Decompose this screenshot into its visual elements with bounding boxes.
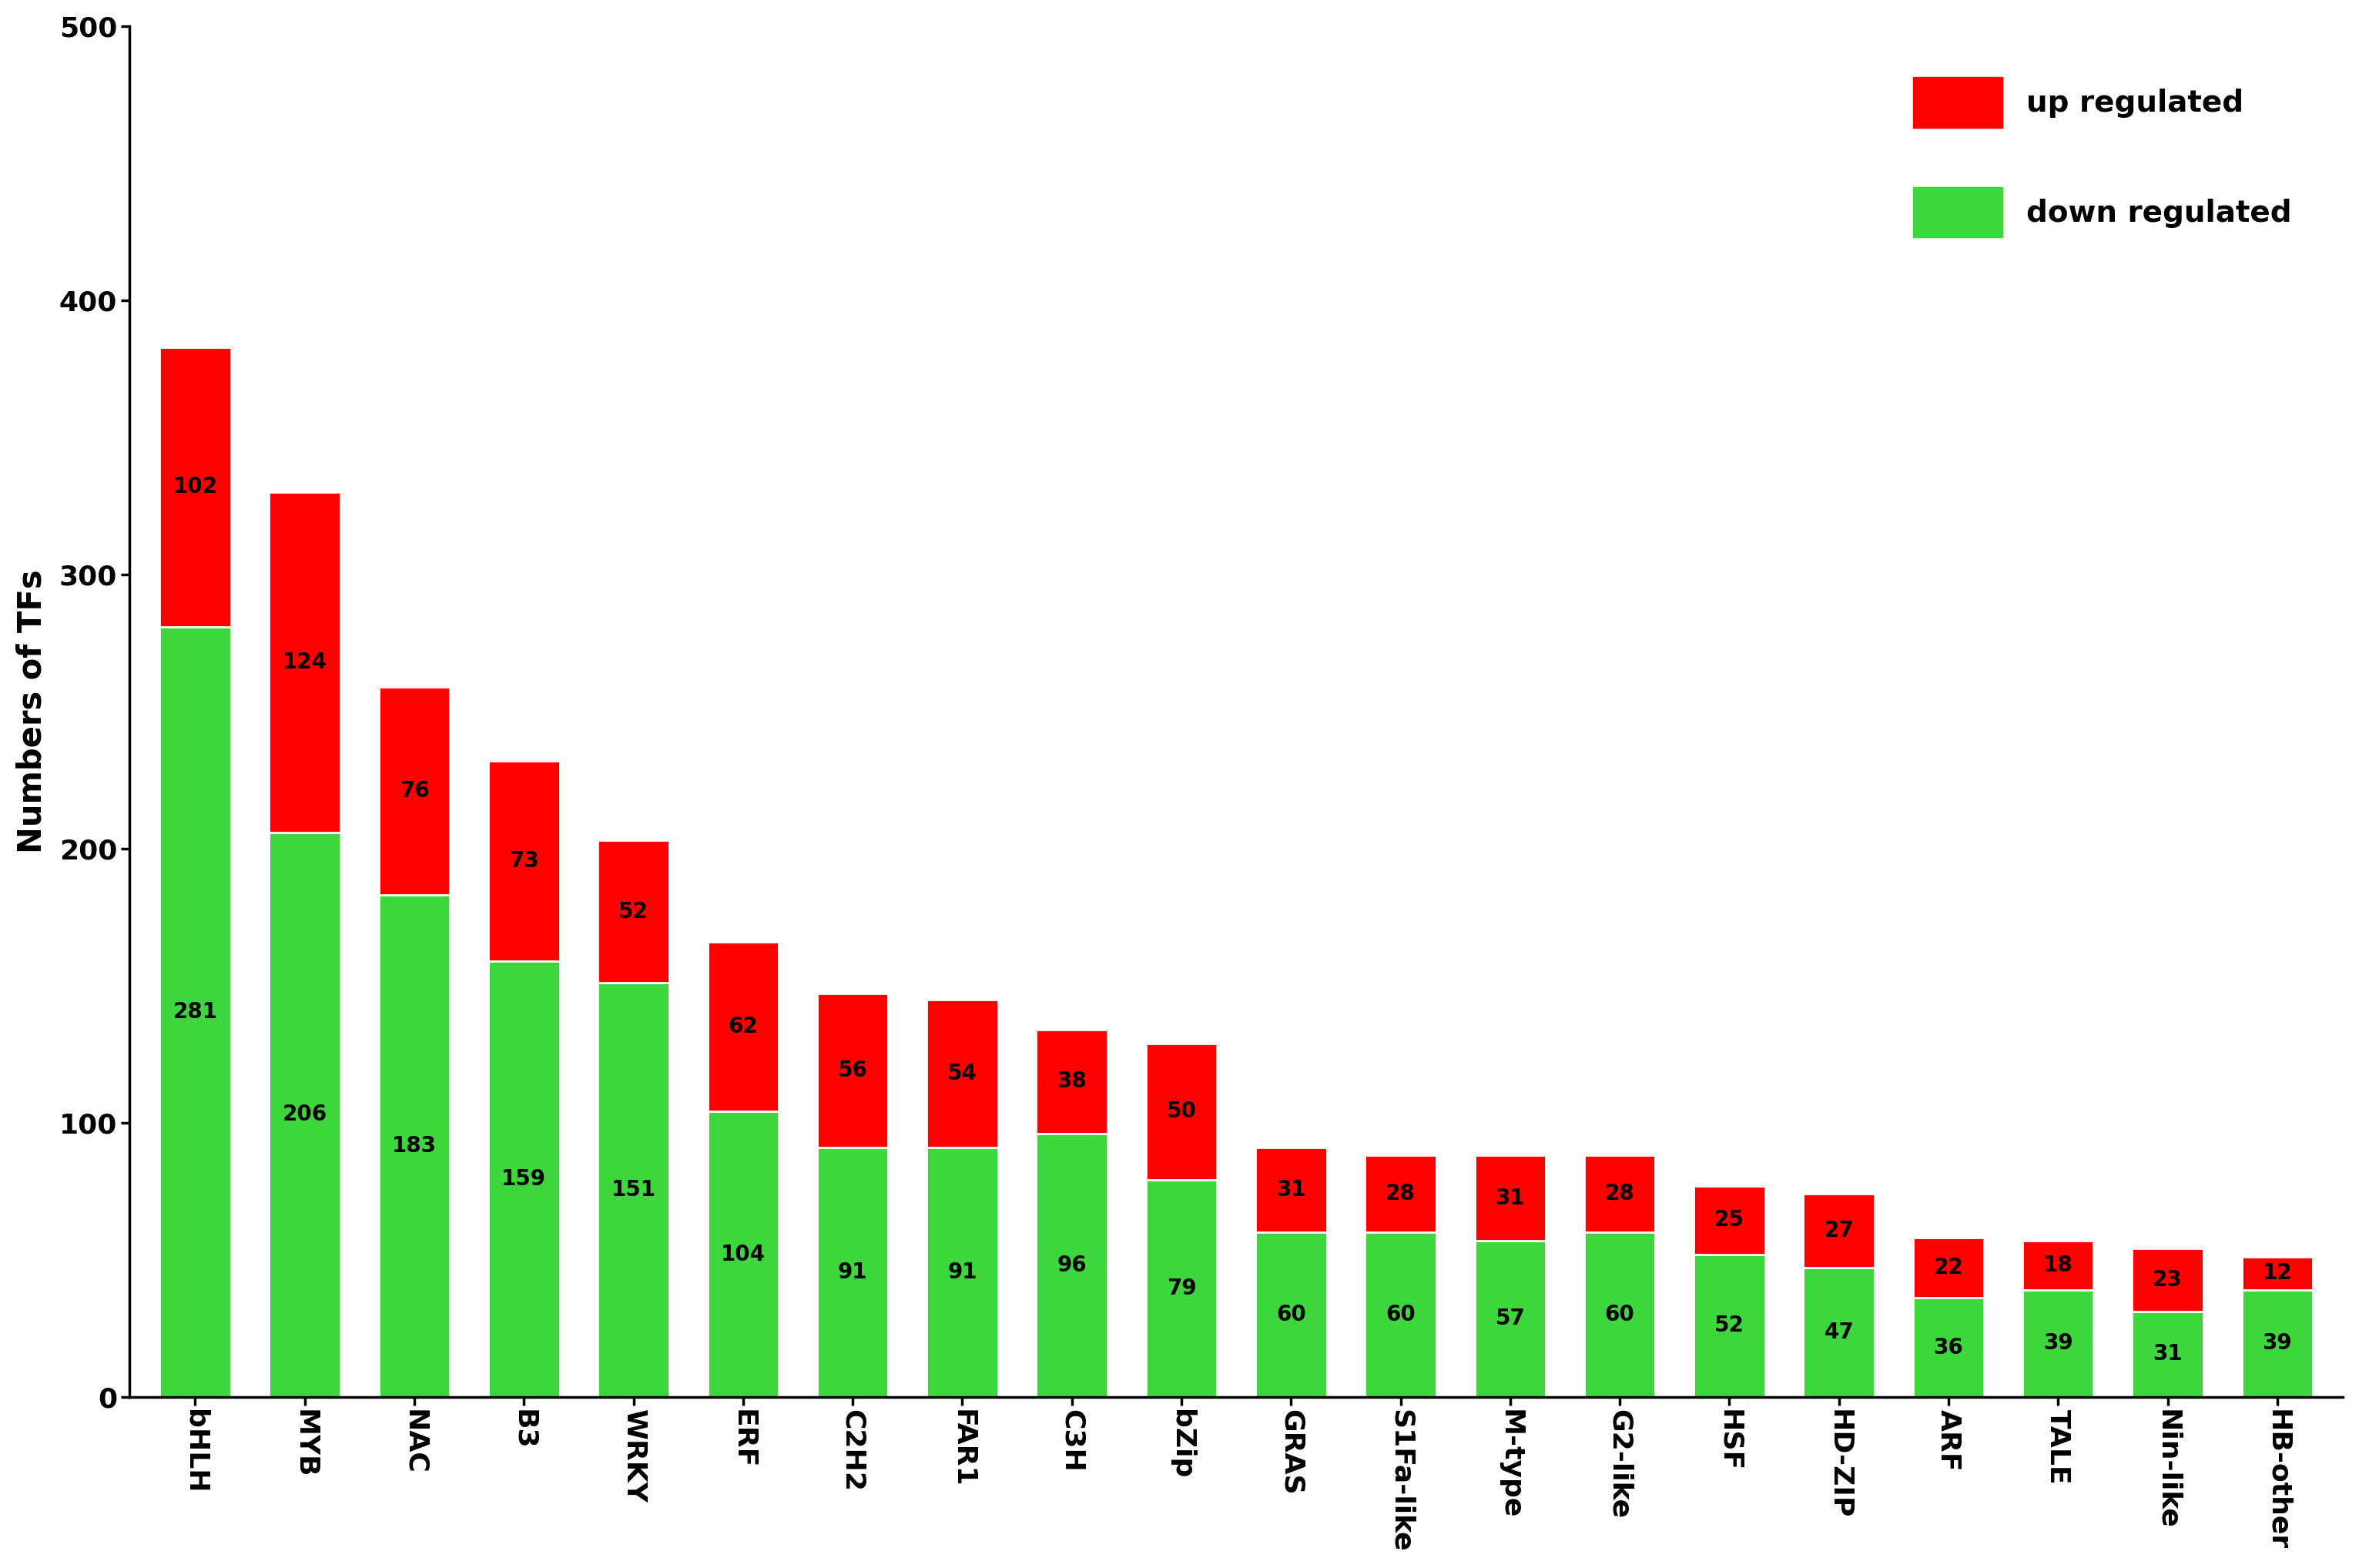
Bar bbox=[1802, 1193, 1875, 1269]
Bar bbox=[927, 999, 998, 1148]
Text: 52: 52 bbox=[1715, 1314, 1743, 1336]
Bar bbox=[269, 492, 340, 833]
Text: 91: 91 bbox=[837, 1261, 868, 1283]
Text: 62: 62 bbox=[729, 1016, 757, 1038]
Text: 73: 73 bbox=[510, 850, 538, 872]
Text: 56: 56 bbox=[837, 1060, 868, 1082]
Bar bbox=[1474, 1156, 1545, 1240]
Text: 12: 12 bbox=[2262, 1262, 2293, 1284]
Text: 31: 31 bbox=[2154, 1344, 2182, 1366]
Bar bbox=[1036, 1134, 1106, 1397]
Text: 36: 36 bbox=[1934, 1336, 1963, 1358]
Text: 50: 50 bbox=[1165, 1101, 1196, 1123]
Text: 206: 206 bbox=[283, 1104, 328, 1126]
Bar bbox=[380, 687, 451, 895]
Bar bbox=[1255, 1232, 1326, 1397]
Text: 47: 47 bbox=[1824, 1322, 1854, 1344]
Bar bbox=[1146, 1181, 1217, 1397]
Bar bbox=[269, 833, 340, 1397]
Text: 39: 39 bbox=[2262, 1333, 2293, 1355]
Bar bbox=[2022, 1240, 2095, 1290]
Text: 23: 23 bbox=[2154, 1270, 2182, 1290]
Text: 57: 57 bbox=[1496, 1308, 1526, 1330]
Text: 159: 159 bbox=[502, 1168, 547, 1190]
Text: 18: 18 bbox=[2043, 1254, 2074, 1276]
Y-axis label: Numbers of TFs: Numbers of TFs bbox=[17, 569, 50, 853]
Text: 31: 31 bbox=[1276, 1179, 1307, 1201]
Text: 60: 60 bbox=[1276, 1303, 1307, 1325]
Bar bbox=[2133, 1248, 2203, 1312]
Text: 281: 281 bbox=[172, 1000, 217, 1022]
Text: 22: 22 bbox=[1934, 1258, 1963, 1278]
Text: 54: 54 bbox=[948, 1063, 977, 1083]
Bar bbox=[2241, 1258, 2312, 1290]
Bar bbox=[1694, 1185, 1765, 1254]
Bar bbox=[1036, 1030, 1106, 1134]
Bar bbox=[1474, 1240, 1545, 1397]
Text: 183: 183 bbox=[392, 1135, 436, 1157]
Bar bbox=[1146, 1043, 1217, 1181]
Bar bbox=[1585, 1232, 1656, 1397]
Text: 96: 96 bbox=[1057, 1254, 1087, 1276]
Bar bbox=[380, 895, 451, 1397]
Bar bbox=[708, 1112, 778, 1397]
Text: 76: 76 bbox=[399, 781, 429, 801]
Bar bbox=[1585, 1156, 1656, 1232]
Bar bbox=[1913, 1298, 1984, 1397]
Bar bbox=[708, 942, 778, 1112]
Text: 27: 27 bbox=[1824, 1220, 1854, 1242]
Bar bbox=[597, 840, 670, 983]
Bar bbox=[927, 1148, 998, 1397]
Bar bbox=[816, 994, 889, 1148]
Text: 25: 25 bbox=[1715, 1209, 1743, 1231]
Text: 60: 60 bbox=[1385, 1303, 1415, 1325]
Text: 151: 151 bbox=[611, 1179, 656, 1201]
Text: 28: 28 bbox=[1385, 1184, 1415, 1204]
Bar bbox=[488, 760, 559, 961]
Text: 60: 60 bbox=[1604, 1303, 1635, 1325]
Text: 39: 39 bbox=[2043, 1333, 2074, 1355]
Bar bbox=[2241, 1290, 2312, 1397]
Text: 124: 124 bbox=[283, 651, 328, 673]
Bar bbox=[1802, 1269, 1875, 1397]
Text: 79: 79 bbox=[1168, 1278, 1196, 1300]
Text: 31: 31 bbox=[1496, 1187, 1524, 1209]
Legend: up regulated, down regulated: up regulated, down regulated bbox=[1878, 41, 2328, 273]
Text: 91: 91 bbox=[948, 1261, 977, 1283]
Text: 28: 28 bbox=[1604, 1184, 1635, 1204]
Text: 104: 104 bbox=[722, 1243, 764, 1265]
Bar bbox=[1694, 1254, 1765, 1397]
Bar bbox=[597, 983, 670, 1397]
Text: 38: 38 bbox=[1057, 1071, 1087, 1093]
Bar bbox=[2022, 1290, 2095, 1397]
Bar bbox=[2133, 1312, 2203, 1397]
Bar bbox=[1255, 1148, 1326, 1232]
Bar bbox=[1366, 1156, 1437, 1232]
Text: 52: 52 bbox=[618, 902, 649, 922]
Bar bbox=[488, 961, 559, 1397]
Bar bbox=[1366, 1232, 1437, 1397]
Text: 102: 102 bbox=[172, 477, 217, 497]
Bar bbox=[816, 1148, 889, 1397]
Bar bbox=[160, 347, 231, 627]
Bar bbox=[160, 627, 231, 1397]
Bar bbox=[1913, 1237, 1984, 1298]
